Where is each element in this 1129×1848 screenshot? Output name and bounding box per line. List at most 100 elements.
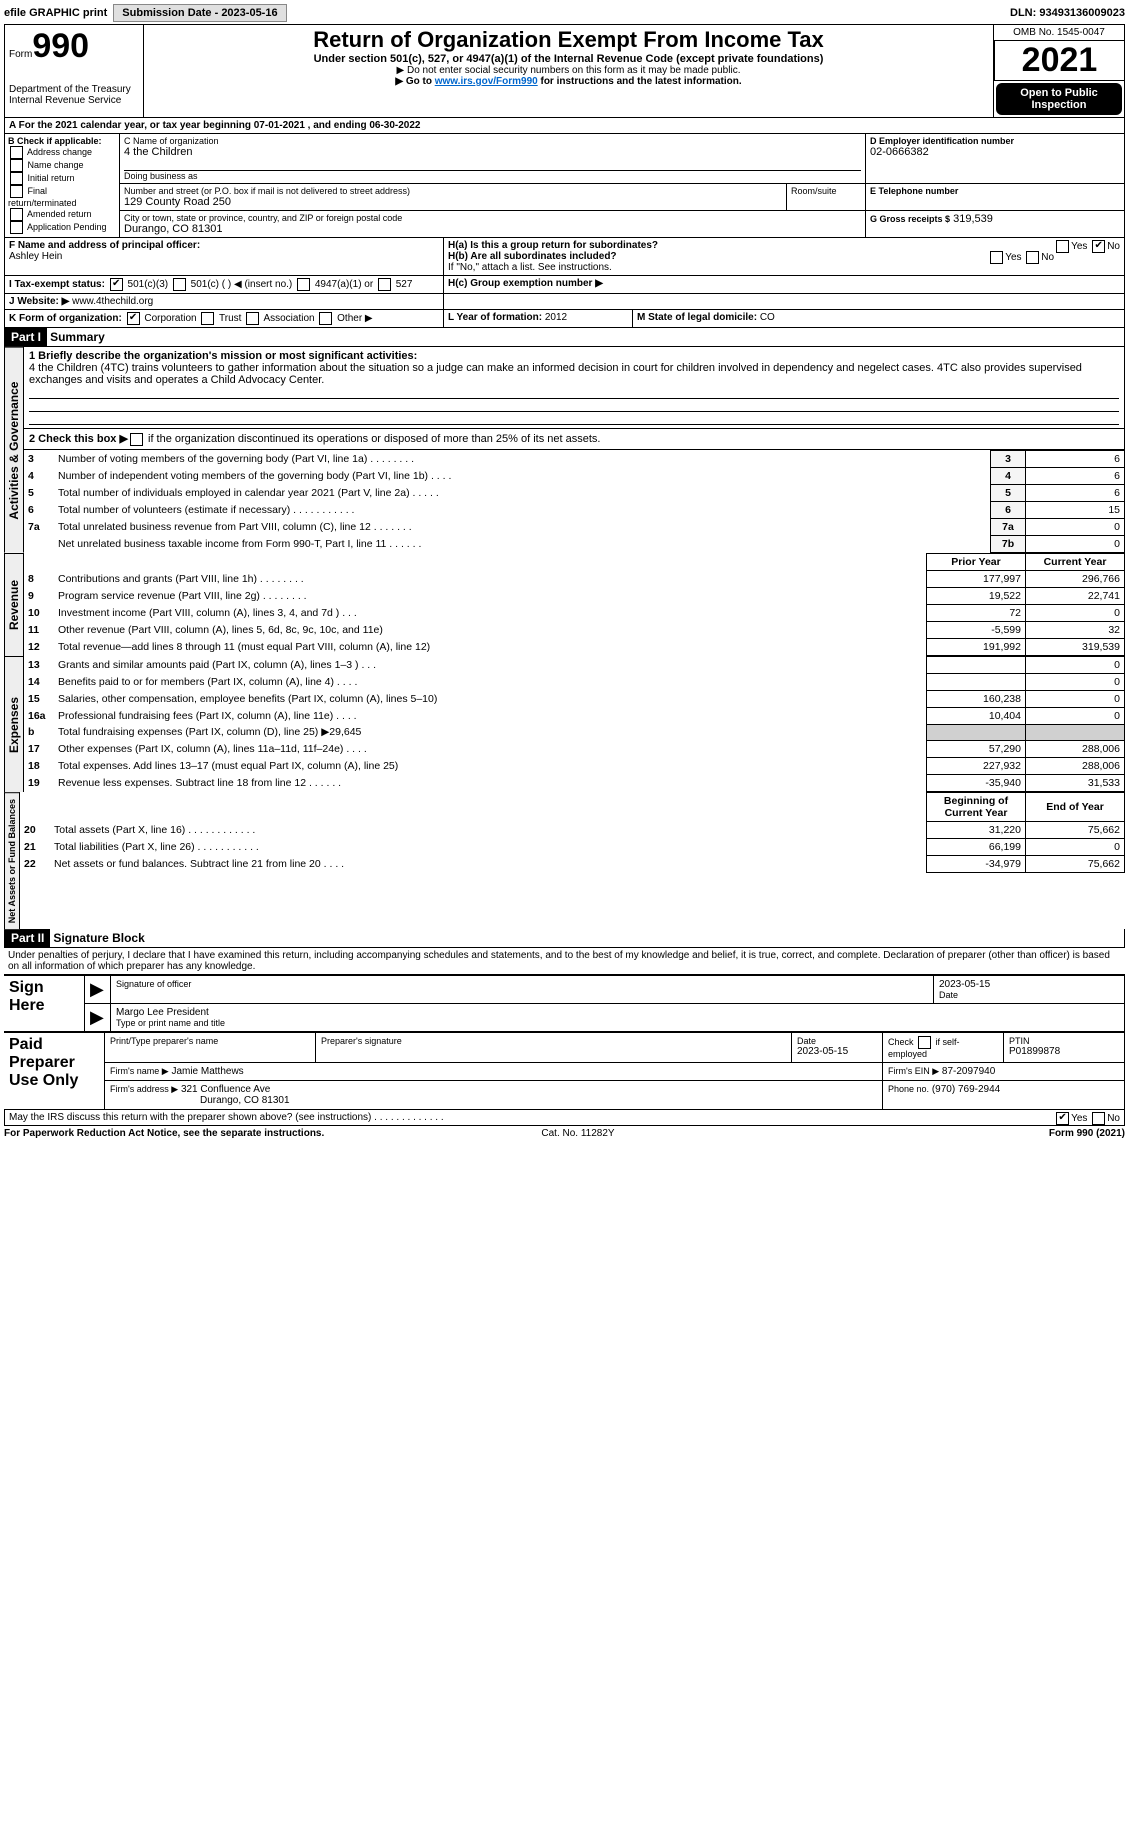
open-to-public: Open to Public Inspection (996, 83, 1122, 115)
form990-link[interactable]: www.irs.gov/Form990 (435, 76, 538, 87)
firm-addr2: Durango, CO 81301 (200, 1095, 290, 1106)
l-label: L Year of formation: (448, 312, 545, 323)
i-501c3-checkbox[interactable] (110, 278, 123, 291)
table-row: 21Total liabilities (Part X, line 26) . … (20, 838, 1125, 855)
a-pre: A For the 2021 calendar year, or tax yea… (9, 120, 254, 131)
a-end: 06-30-2022 (369, 120, 420, 131)
dln-label: DLN: 93493136009023 (1010, 7, 1125, 19)
governance-table: 3Number of voting members of the governi… (24, 450, 1125, 553)
paid-preparer-block: Paid Preparer Use Only Print/Type prepar… (4, 1032, 1125, 1110)
preparer-date-label: Date (797, 1036, 877, 1046)
c-name-label: C Name of organization (124, 136, 861, 146)
entity-block: B Check if applicable: Address change Na… (4, 134, 1125, 238)
street-value: 129 County Road 250 (124, 196, 782, 208)
table-row: 4Number of independent voting members of… (24, 467, 1125, 484)
may-no-checkbox[interactable] (1092, 1112, 1105, 1125)
no-text: No (1107, 241, 1120, 252)
k-assoc-checkbox[interactable] (246, 312, 259, 325)
firm-phone-label: Phone no. (888, 1084, 929, 1094)
table-row: 9Program service revenue (Part VIII, lin… (24, 587, 1125, 604)
self-employed-checkbox[interactable] (918, 1036, 931, 1049)
sig-date-label: Date (939, 990, 1119, 1000)
table-row: 7aTotal unrelated business revenue from … (24, 518, 1125, 535)
dept-treasury: Department of the Treasury (9, 84, 139, 95)
b-checkbox[interactable] (10, 172, 23, 185)
table-row: 12Total revenue—add lines 8 through 11 (… (24, 638, 1125, 655)
k-opt0: Corporation (144, 313, 196, 324)
dba-label: Doing business as (124, 171, 861, 181)
hb-label: H(b) Are all subordinates included? (448, 251, 617, 262)
preparer-date: 2023-05-15 (797, 1046, 877, 1057)
b-checkbox[interactable] (10, 221, 23, 234)
k-label: K Form of organization: (9, 313, 122, 324)
line-I: I Tax-exempt status: 501(c)(3) 501(c) ( … (4, 276, 1125, 294)
submission-date-button[interactable]: Submission Date - 2023-05-16 (113, 4, 286, 22)
table-row: 17Other expenses (Part IX, column (A), l… (24, 740, 1125, 757)
ha-no-checkbox[interactable] (1092, 240, 1105, 253)
vtab-netassets: Net Assets or Fund Balances (4, 792, 20, 929)
a-mid: , and ending (305, 120, 369, 131)
vtab-governance: Activities & Governance (4, 347, 24, 553)
f-label: F Name and address of principal officer: (9, 240, 439, 251)
cat-no: Cat. No. 11282Y (541, 1128, 614, 1139)
ha-yes-checkbox[interactable] (1056, 240, 1069, 253)
efile-label: efile GRAPHIC print (4, 7, 107, 19)
k-other-checkbox[interactable] (319, 312, 332, 325)
line2-checkbox[interactable] (130, 433, 143, 446)
table-row: 5Total number of individuals employed in… (24, 484, 1125, 501)
line-A: A For the 2021 calendar year, or tax yea… (4, 118, 1125, 134)
mission-text: 4 the Children (4TC) trains volunteers t… (29, 362, 1119, 386)
firm-phone: (970) 769-2944 (932, 1084, 1000, 1095)
sign-here-label: Sign Here (4, 975, 85, 1031)
paperwork-notice: For Paperwork Reduction Act Notice, see … (4, 1128, 324, 1139)
b-checkbox[interactable] (10, 146, 23, 159)
tax-year: 2021 (994, 41, 1124, 81)
k-trust-checkbox[interactable] (201, 312, 214, 325)
year-formation: 2012 (545, 312, 567, 323)
hb-yes-checkbox[interactable] (990, 251, 1003, 264)
b-checkbox[interactable] (10, 185, 23, 198)
d-label: D Employer identification number (870, 136, 1120, 146)
i-4947-checkbox[interactable] (297, 278, 310, 291)
i-opt2: 4947(a)(1) or (315, 279, 373, 290)
f-h-block: F Name and address of principal officer:… (4, 238, 1125, 276)
b-item: Final return/terminated (8, 185, 116, 208)
may-irs-discuss: May the IRS discuss this return with the… (4, 1110, 1125, 1126)
line2-label: 2 Check this box ▶ (29, 433, 128, 445)
b-item: Amended return (8, 208, 116, 221)
table-row: 20Total assets (Part X, line 16) . . . .… (20, 821, 1125, 838)
table-header-row: Prior YearCurrent Year (24, 553, 1125, 570)
b-checkbox[interactable] (10, 208, 23, 221)
i-501c-checkbox[interactable] (173, 278, 186, 291)
top-toolbar: efile GRAPHIC print Submission Date - 20… (4, 4, 1125, 25)
firm-name: Jamie Matthews (171, 1066, 243, 1077)
return-title: Return of Organization Exempt From Incom… (148, 27, 989, 53)
k-corp-checkbox[interactable] (127, 312, 140, 325)
expenses-table: 13Grants and similar amounts paid (Part … (24, 656, 1125, 792)
mission-lead: 1 Briefly describe the organization's mi… (29, 350, 1119, 362)
may-yes-checkbox[interactable] (1056, 1112, 1069, 1125)
part-ii-title: Signature Block (53, 931, 144, 945)
form-header: Form990 Department of the Treasury Inter… (4, 25, 1125, 118)
org-name: 4 the Children (124, 146, 861, 158)
part-i-header: Part I Summary (4, 328, 1125, 347)
state-domicile: CO (760, 312, 775, 323)
firm-ein-label: Firm's EIN ▶ (888, 1066, 939, 1076)
table-row: bTotal fundraising expenses (Part IX, co… (24, 724, 1125, 740)
hb-no-checkbox[interactable] (1026, 251, 1039, 264)
line2-text: if the organization discontinued its ope… (145, 433, 601, 445)
table-row: 22Net assets or fund balances. Subtract … (20, 855, 1125, 872)
preparer-sig-label: Preparer's signature (321, 1036, 786, 1046)
b-item: Name change (8, 159, 116, 172)
b-label: B Check if applicable: (8, 136, 116, 146)
i-opt1: 501(c) ( ) ◀ (insert no.) (191, 279, 293, 290)
self-employed-text: Check (888, 1037, 916, 1047)
table-row: 6Total number of volunteers (estimate if… (24, 501, 1125, 518)
b-item: Initial return (8, 172, 116, 185)
b-checkbox[interactable] (10, 159, 23, 172)
vtab-revenue: Revenue (4, 553, 24, 656)
i-opt3: 527 (396, 279, 413, 290)
table-row: 14Benefits paid to or for members (Part … (24, 673, 1125, 690)
i-527-checkbox[interactable] (378, 278, 391, 291)
firm-addr-label: Firm's address ▶ (110, 1084, 178, 1094)
